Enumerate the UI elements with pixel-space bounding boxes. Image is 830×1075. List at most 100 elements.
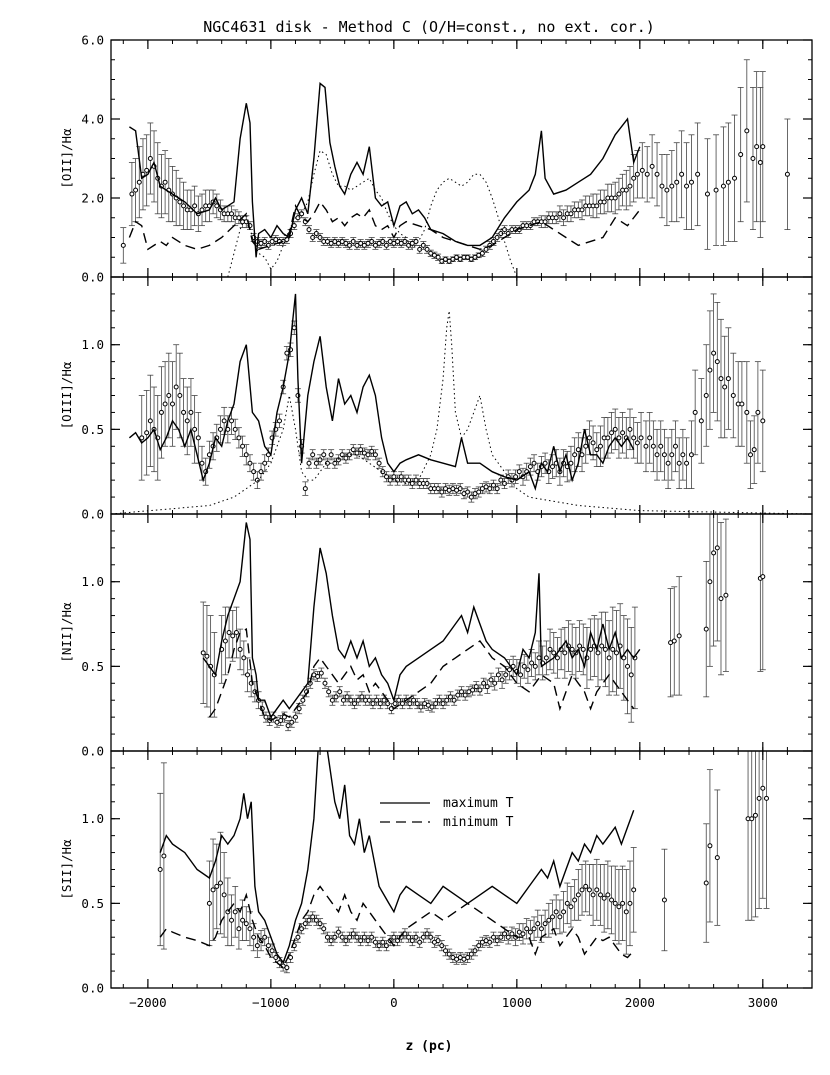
data-point [582,428,589,464]
data-point [642,420,649,473]
data-point [294,931,301,943]
data-point [626,408,633,451]
data-point [480,677,487,689]
data-point [683,437,690,490]
data-point [451,694,458,706]
data-point [582,860,589,913]
data-point [176,177,183,227]
data-point [630,847,637,933]
data-point [703,344,710,447]
data-point [703,561,710,698]
data-point [519,923,526,945]
data-point [747,420,754,490]
data-point [464,254,471,261]
data-point [612,181,619,215]
data-point [147,374,154,468]
data-point [615,177,622,211]
series-line-dotted [227,149,518,277]
data-point [692,369,699,456]
data-point [355,694,362,706]
data-point [620,615,627,701]
data-point [442,256,449,262]
data-point [302,481,309,496]
data-point [654,428,661,481]
data-point [211,632,218,718]
x-tick-label: 3000 [748,995,778,1010]
data-point [668,428,675,481]
data-point [608,412,615,454]
data-point [550,632,557,674]
legend-label-max-t: maximum T [443,796,514,811]
series-line-solid [159,751,635,965]
y-tick-label: 0.5 [81,896,104,911]
data-point [410,694,417,706]
data-point [390,239,397,248]
data-point [676,437,683,490]
data-point [157,792,164,947]
panel-1: 0.0 2.0 4.0 6.0 [OII]/Hα [59,33,813,285]
data-point [438,486,445,498]
data-point [366,694,373,706]
data-point [262,711,269,723]
data-point [649,134,656,199]
data-point [688,134,695,231]
data-point [501,225,508,234]
data-point [543,640,550,676]
data-point [704,138,711,250]
data-point [567,886,574,928]
data-point [372,241,379,250]
data-point [460,953,467,965]
data-point [583,627,590,689]
data-point [567,205,574,223]
data-point [160,762,167,950]
data-point [228,205,235,223]
data-point [714,514,721,642]
data-point [449,952,456,964]
data-point [597,425,604,468]
data-point [154,395,161,481]
data-point [339,449,346,461]
data-point [239,435,246,457]
data-point [626,165,633,207]
y-axis-label: [OII]/Hα [59,128,74,189]
data-point [235,211,242,225]
data-point [619,865,626,941]
data-point [239,899,246,941]
data-point [187,378,194,447]
data-point [217,415,224,444]
y-axis-label: [NII]/Hα [59,602,74,663]
data-point [644,146,651,203]
y-tick-label: 2.0 [81,191,104,206]
data-point [646,412,653,464]
data-point [743,361,750,464]
data-point [606,620,613,696]
data-point [601,189,608,215]
y-tick-label: 0.5 [81,659,104,674]
data-point [759,751,766,899]
data-point [561,627,568,679]
data-point [191,185,198,227]
data-point [628,627,635,723]
data-point [710,293,717,413]
data-point [213,193,220,219]
data-point [626,860,633,947]
data-point [531,916,538,941]
data-point [372,936,379,948]
data-point [679,428,686,481]
data-point [494,935,501,947]
data-point [412,237,419,246]
data-point [405,241,412,250]
data-point [427,483,434,495]
data-point [569,623,576,676]
data-point [547,628,554,671]
panel-4: 0.0 0.5 1.0 [SII]/Hα [59,750,813,996]
data-point [292,711,299,723]
data-point [261,454,268,473]
data-point [221,852,228,938]
data-point [335,239,342,248]
data-point [244,657,251,693]
data-point [235,427,242,449]
data-point [409,239,416,248]
data-point [612,408,619,451]
data-point [749,87,756,231]
